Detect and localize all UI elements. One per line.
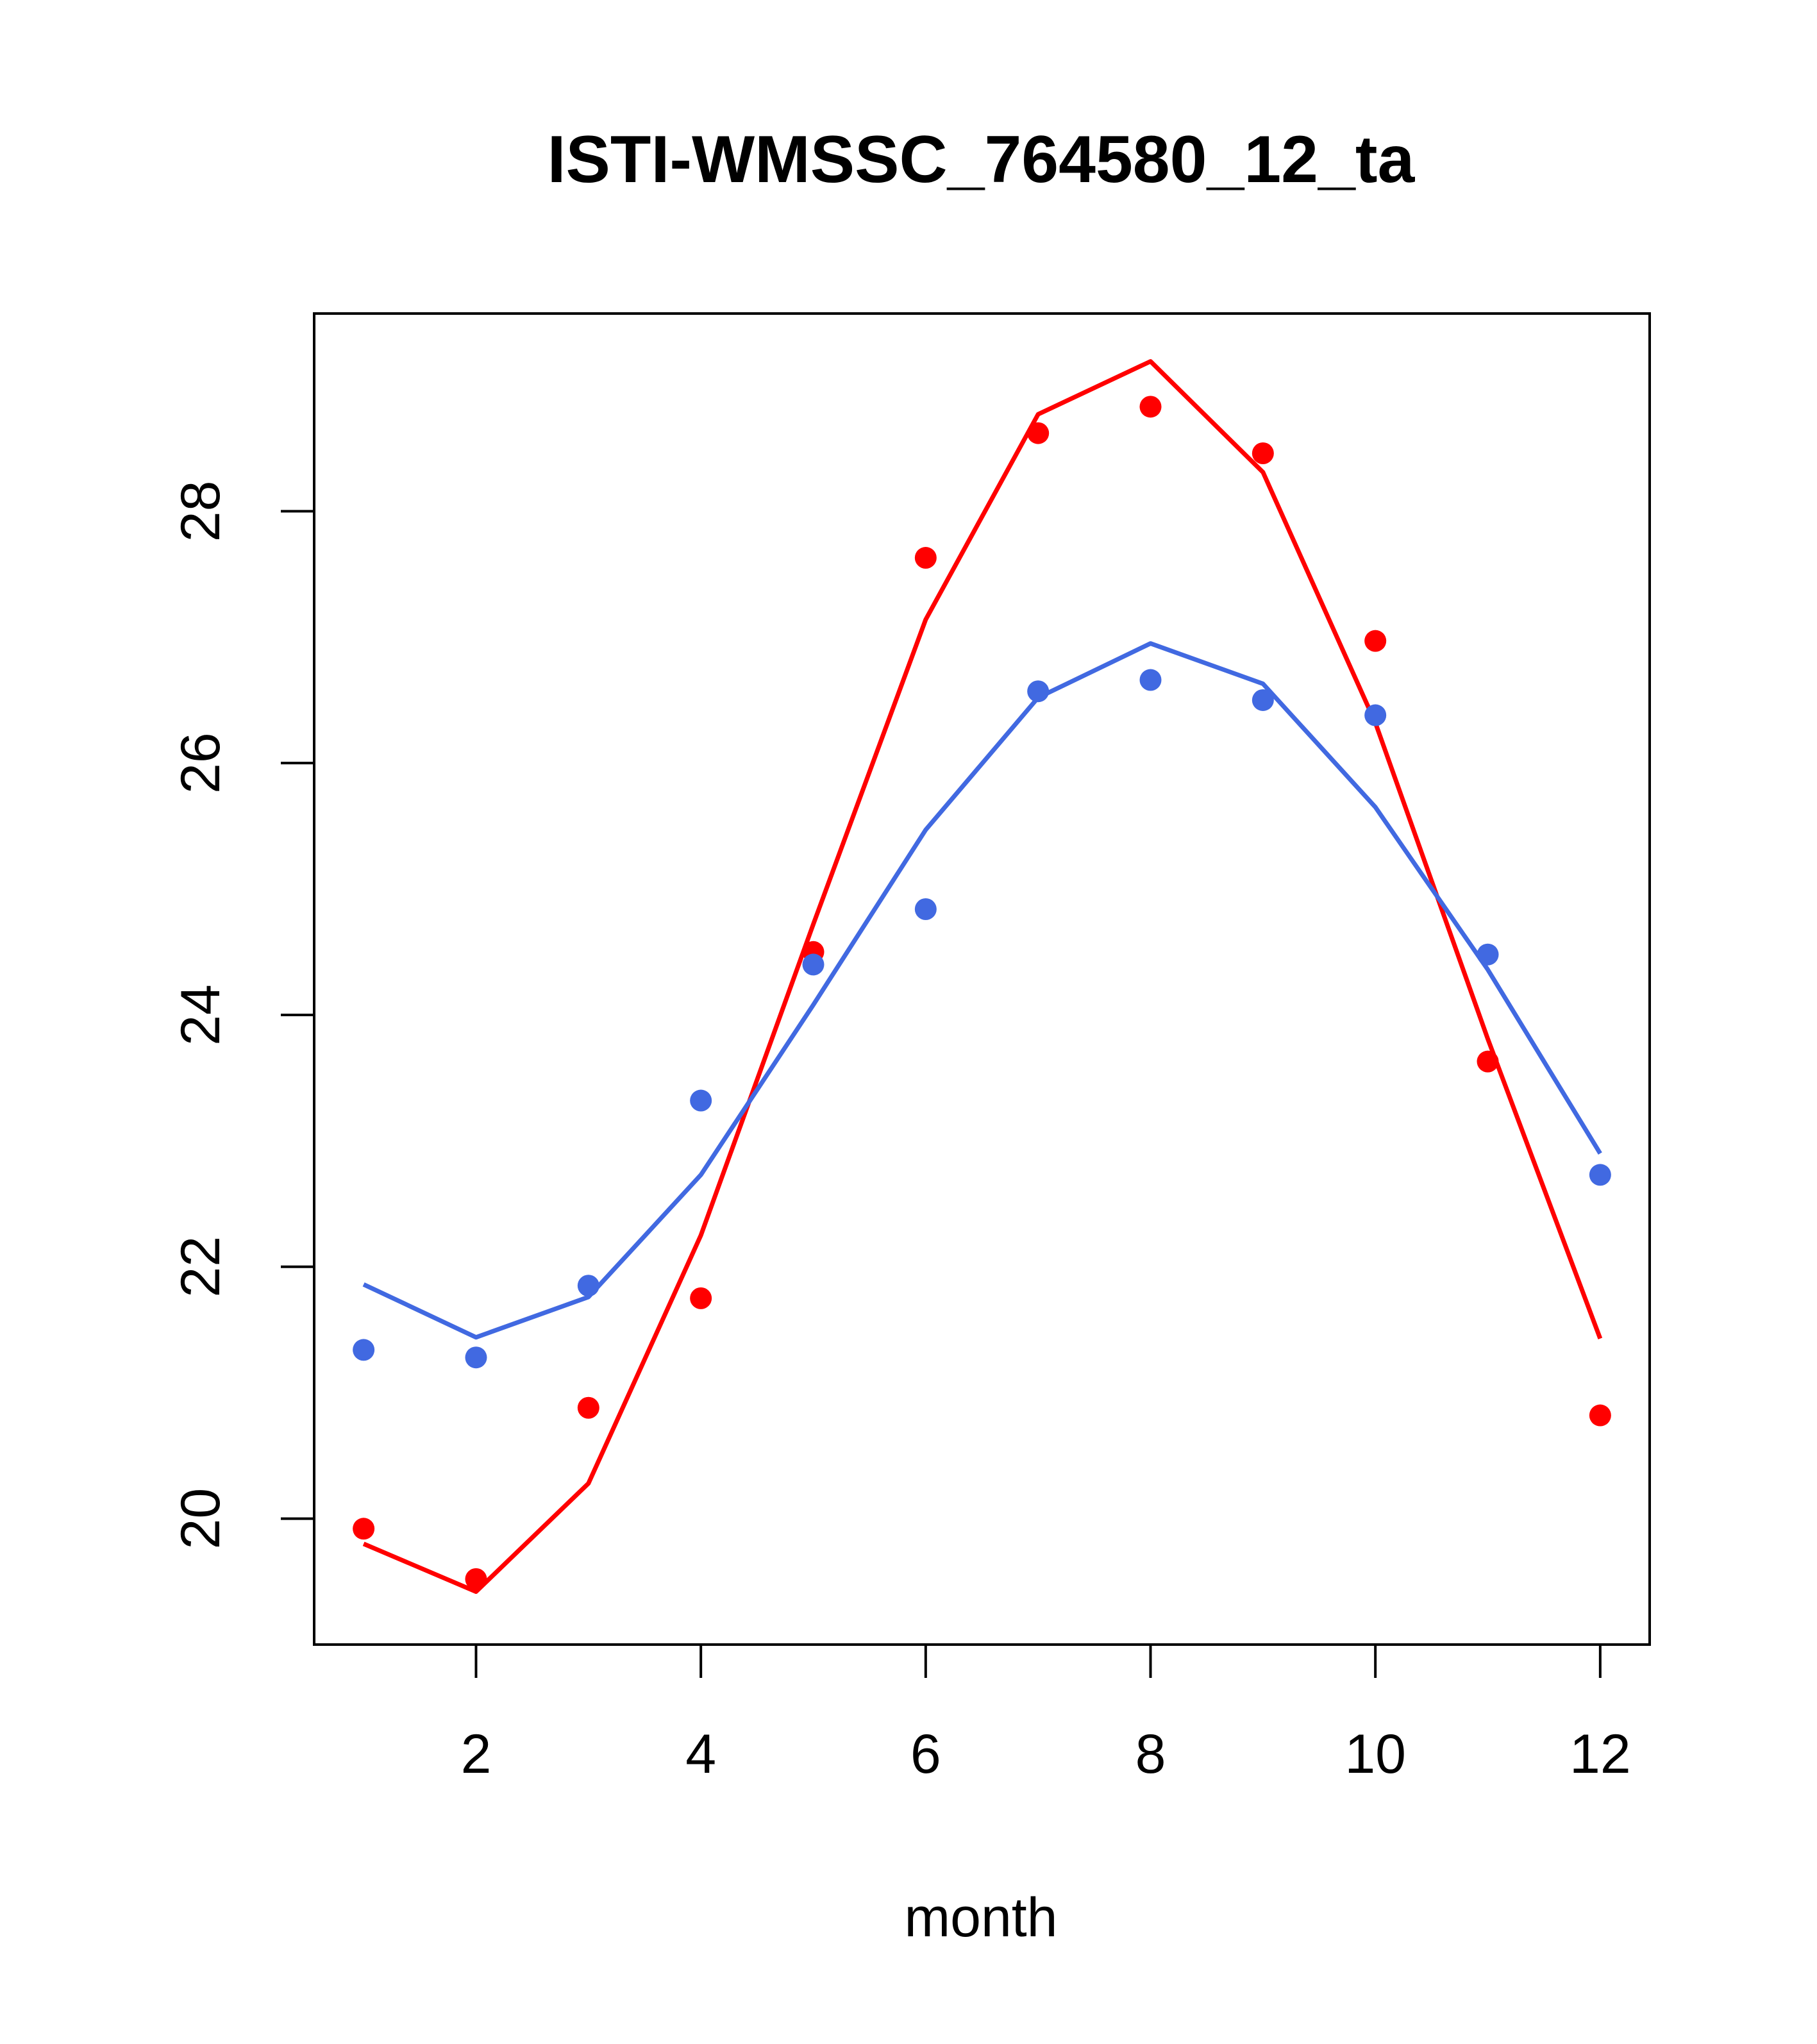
series-1-line <box>362 359 1603 1595</box>
x-tick-label-2: 2 <box>461 1723 492 1785</box>
series-2-line <box>362 641 1602 1340</box>
series-2 <box>353 641 1611 1369</box>
series-2-point-3 <box>577 1275 599 1297</box>
x-tick-label-10: 10 <box>1344 1723 1406 1785</box>
series-2-point-11 <box>1477 943 1499 966</box>
series-2-point-6 <box>914 898 937 920</box>
x-tick-label-12: 12 <box>1570 1723 1631 1785</box>
y-tick-label-28: 28 <box>170 481 231 542</box>
chart-title: ISTI-WMSSC_764580_12_ta <box>548 122 1416 197</box>
series-1-point-9 <box>1252 442 1274 465</box>
series-1-point-10 <box>1364 630 1387 652</box>
x-axis-label: month <box>904 1887 1057 1948</box>
series-2-point-7 <box>1027 680 1050 703</box>
series-layer <box>353 359 1611 1595</box>
y-tick-label-20: 20 <box>170 1488 231 1550</box>
series-1-point-1 <box>353 1518 375 1540</box>
series-1-point-8 <box>1139 396 1162 418</box>
x-tick-label-6: 6 <box>910 1723 941 1785</box>
x-tick-label-4: 4 <box>685 1723 716 1785</box>
y-tick-label-24: 24 <box>170 984 231 1046</box>
plot-frame <box>313 312 1651 1646</box>
series-1-point-11 <box>1477 1050 1499 1073</box>
series-1-point-3 <box>577 1396 599 1419</box>
x-tick-label-8: 8 <box>1135 1723 1166 1785</box>
x-axis: 2 4 6 8 10 12 <box>461 1645 1631 1785</box>
y-tick-label-26: 26 <box>170 732 231 794</box>
series-1-point-12 <box>1589 1404 1611 1427</box>
series-2-point-8 <box>1139 669 1162 691</box>
y-tick-label-22: 22 <box>170 1236 231 1298</box>
series-2-point-4 <box>690 1089 712 1112</box>
series-1-point-2 <box>465 1568 487 1590</box>
series-1-point-4 <box>690 1287 712 1309</box>
series-1-point-6 <box>914 547 937 569</box>
series-2-point-2 <box>465 1346 487 1369</box>
series-1-point-7 <box>1027 422 1050 444</box>
series-2-point-10 <box>1364 704 1387 726</box>
series-2-point-5 <box>802 953 825 976</box>
series-1 <box>353 359 1611 1595</box>
y-axis: 20 22 24 26 28 <box>170 481 314 1550</box>
series-2-point-9 <box>1252 689 1274 711</box>
series-2-point-1 <box>353 1339 375 1361</box>
series-2-point-12 <box>1589 1164 1611 1186</box>
